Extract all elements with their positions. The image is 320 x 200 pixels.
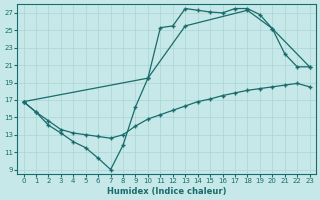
X-axis label: Humidex (Indice chaleur): Humidex (Indice chaleur)	[107, 187, 226, 196]
